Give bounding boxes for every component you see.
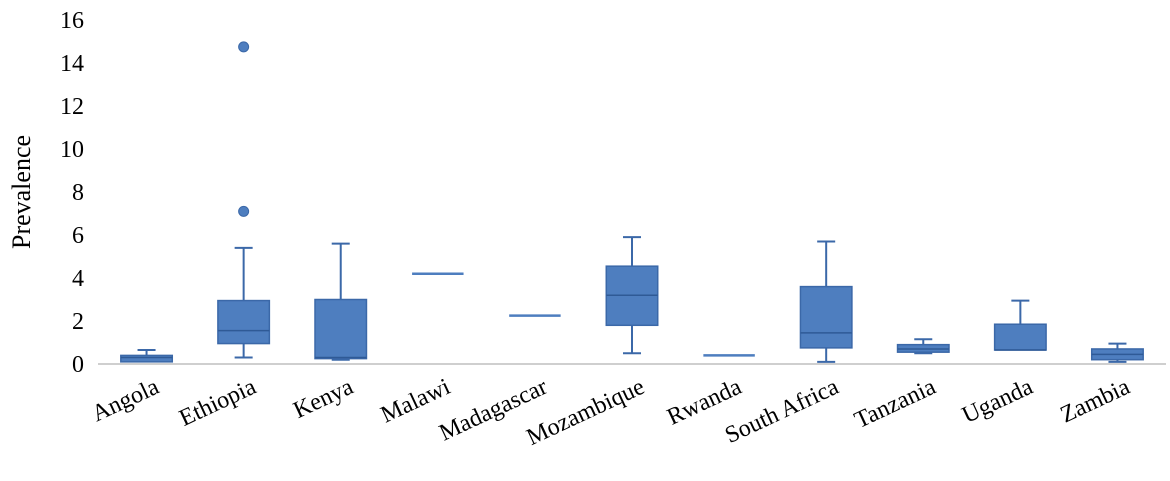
y-tick-label: 12 xyxy=(60,94,84,120)
y-tick-label: 16 xyxy=(60,8,84,34)
box-south-africa xyxy=(799,240,853,363)
x-tick-label: Zambia xyxy=(1057,374,1135,429)
outlier-point xyxy=(238,41,250,53)
x-tick-label: Ethiopia xyxy=(175,374,260,432)
x-tick-label: Tanzania xyxy=(851,374,940,434)
x-tick-label: Angola xyxy=(88,374,163,428)
x-axis: Angola Ethiopia Kenya MalawiMadagascarMozam… xyxy=(88,363,1166,451)
box-zambia xyxy=(1090,342,1144,363)
y-tick-label: 6 xyxy=(72,223,84,249)
x-tick-label: Kenya xyxy=(290,374,358,424)
y-tick-label: 2 xyxy=(72,309,84,335)
outlier-point xyxy=(238,205,250,217)
box-body xyxy=(799,285,853,349)
box-ethiopia xyxy=(217,41,271,359)
y-axis-title: Prevalence xyxy=(7,135,36,249)
y-tick-label: 8 xyxy=(72,180,84,206)
y-tick-label: 10 xyxy=(60,137,84,163)
y-tick-label: 0 xyxy=(72,352,84,378)
box-body xyxy=(993,323,1047,351)
x-tick-label: Uganda xyxy=(958,374,1037,429)
box-body xyxy=(314,298,368,360)
box-body xyxy=(217,299,271,345)
box-kenya xyxy=(314,242,368,361)
y-tick-label: 14 xyxy=(60,51,84,77)
y-tick-label: 4 xyxy=(72,266,84,292)
plot-area xyxy=(120,41,1144,363)
box-mozambique xyxy=(605,236,659,355)
box-uganda xyxy=(993,299,1047,351)
box-angola xyxy=(120,349,174,363)
y-axis: 0 2 4 6 8 10 12 14 16 xyxy=(60,8,84,378)
box-tanzania xyxy=(896,338,950,355)
box-body xyxy=(120,354,174,363)
